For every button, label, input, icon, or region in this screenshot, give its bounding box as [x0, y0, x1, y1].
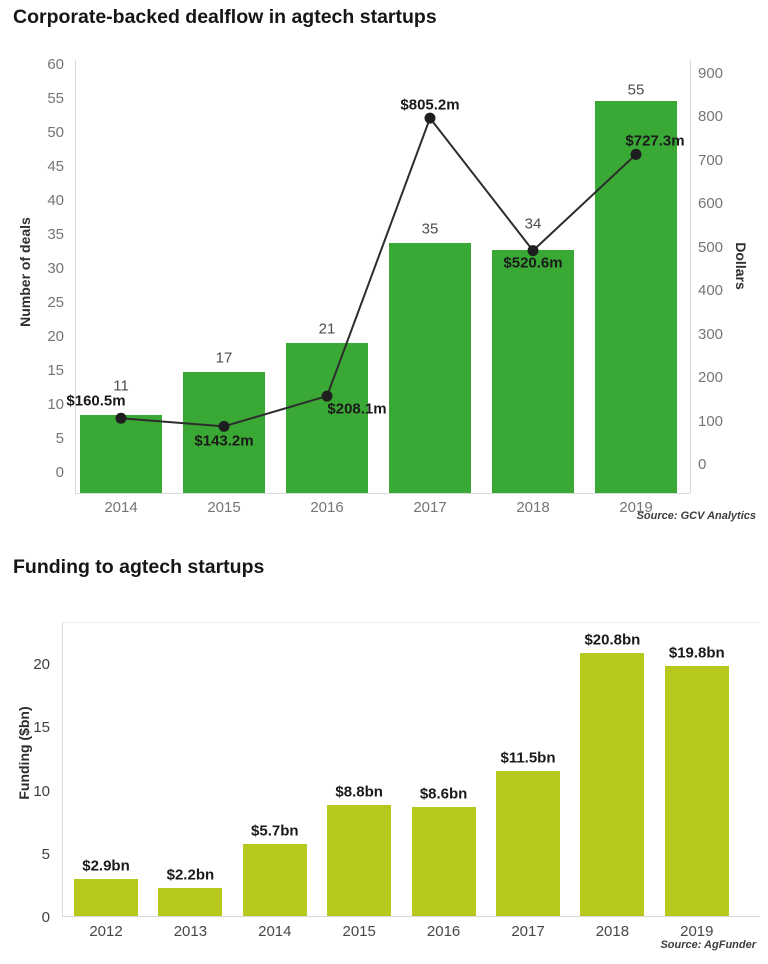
plot-border — [62, 622, 63, 916]
bar-count-label: 17 — [215, 349, 233, 367]
line-value-label: $160.5m — [66, 392, 126, 410]
plot-border — [75, 60, 76, 493]
x-axis-tick-2017: 2017 — [511, 923, 545, 940]
y-axis-tick-left: 15 — [47, 362, 64, 379]
funding-bar-2018 — [580, 652, 645, 916]
y-axis-tick-left: 5 — [55, 430, 64, 447]
chart2-source: Source: AgFunder — [660, 939, 756, 951]
y-axis-tick-right: 700 — [698, 151, 724, 169]
y-axis-tick-left: 30 — [47, 260, 64, 277]
x-axis-tick-2013: 2013 — [173, 923, 208, 940]
chart2-title: Funding to agtech startups — [13, 556, 265, 578]
y-axis-tick-right: 900 — [698, 65, 724, 82]
funding-bar-2019 — [664, 665, 729, 916]
line-value-label: $520.6m — [503, 254, 563, 272]
x-axis-tick-2014: 2014 — [104, 499, 138, 516]
y-axis-tick: 0 — [41, 909, 50, 926]
deal-bar-2014 — [80, 414, 162, 493]
bar-count-label: 35 — [421, 220, 439, 238]
y-axis-tick-left: 40 — [47, 192, 64, 209]
x-axis-tick-2015: 2015 — [342, 923, 376, 940]
y-axis-tick: 5 — [41, 845, 50, 863]
y-axis-tick-left: 35 — [47, 226, 64, 243]
chart1-title: Corporate-backed dealflow in agtech star… — [13, 6, 437, 28]
y-axis-tick-left: 25 — [47, 294, 64, 311]
plot-border — [62, 916, 760, 917]
x-axis-tick-2012: 2012 — [89, 923, 123, 940]
y-axis-tick-right: 200 — [698, 369, 724, 387]
y-axis-tick-left: 45 — [47, 158, 64, 175]
y-axis-tick-right: 800 — [698, 108, 724, 126]
bar-count-label: 21 — [318, 320, 336, 338]
y-axis-tick: 20 — [33, 656, 50, 673]
funding-value-label: $8.6bn — [419, 785, 468, 803]
y-axis-tick-left: 50 — [47, 124, 64, 141]
y-axis-tick-right: 300 — [698, 325, 724, 343]
funding-value-label: $5.7bn — [251, 822, 299, 840]
funding-value-label: $8.8bn — [335, 783, 383, 801]
y-axis-tick-right: 500 — [698, 238, 724, 256]
y-axis-tick-right: 100 — [698, 412, 724, 430]
x-axis-tick-2014: 2014 — [258, 923, 292, 940]
funding-value-label: $2.9bn — [82, 857, 130, 875]
chart2-y-axis-label: Funding ($bn) — [16, 706, 32, 800]
chart1-source: Source: GCV Analytics — [636, 510, 756, 522]
funding-bar-2013 — [158, 888, 223, 916]
y-axis-tick-left: 60 — [47, 56, 64, 73]
x-axis-tick-2016: 2016 — [310, 499, 344, 516]
x-axis-tick-2018: 2018 — [595, 923, 630, 940]
funding-value-label: $19.8bn — [668, 644, 725, 662]
y-axis-tick-left: 0 — [55, 464, 64, 481]
bar-count-label: 11 — [113, 377, 129, 395]
x-axis-tick-2019: 2019 — [619, 499, 653, 516]
x-axis-tick-2018: 2018 — [516, 499, 550, 516]
y-axis-tick-right: 400 — [698, 282, 724, 300]
plot-border — [690, 60, 691, 493]
y-axis-tick-right: 0 — [698, 456, 707, 473]
line-value-label: $805.2m — [400, 96, 460, 114]
x-axis-tick-2016: 2016 — [426, 923, 461, 940]
funding-bar-2016 — [411, 807, 476, 916]
funding-bar-2015 — [327, 804, 392, 916]
funding-value-label: $11.5bn — [500, 749, 556, 767]
line-value-label: $208.1m — [327, 400, 387, 418]
plot-border — [75, 493, 690, 494]
x-axis-tick-2019: 2019 — [680, 923, 714, 940]
x-axis-tick-2015: 2015 — [207, 499, 241, 516]
bar-count-label: 55 — [627, 81, 645, 99]
y-axis-tick-right: 600 — [698, 195, 724, 213]
y-axis-tick-left: 20 — [47, 328, 64, 345]
funding-value-label: $2.2bn — [166, 866, 215, 884]
funding-bar-2014 — [242, 843, 307, 916]
funding-bar-2017 — [496, 770, 560, 916]
plot-border — [62, 622, 760, 623]
y-axis-tick-left: 10 — [47, 396, 64, 413]
line-value-label: $143.2m — [194, 432, 254, 450]
y-axis-tick-left: 55 — [47, 90, 64, 107]
y-axis-tick: 10 — [33, 782, 50, 800]
funding-value-label: $20.8bn — [584, 631, 641, 649]
x-axis-tick-2017: 2017 — [413, 499, 447, 516]
funding-bar-2012 — [74, 879, 138, 916]
bar-count-label: 34 — [524, 215, 542, 233]
line-value-label: $727.3m — [625, 132, 685, 150]
y-axis-tick: 15 — [33, 719, 50, 737]
